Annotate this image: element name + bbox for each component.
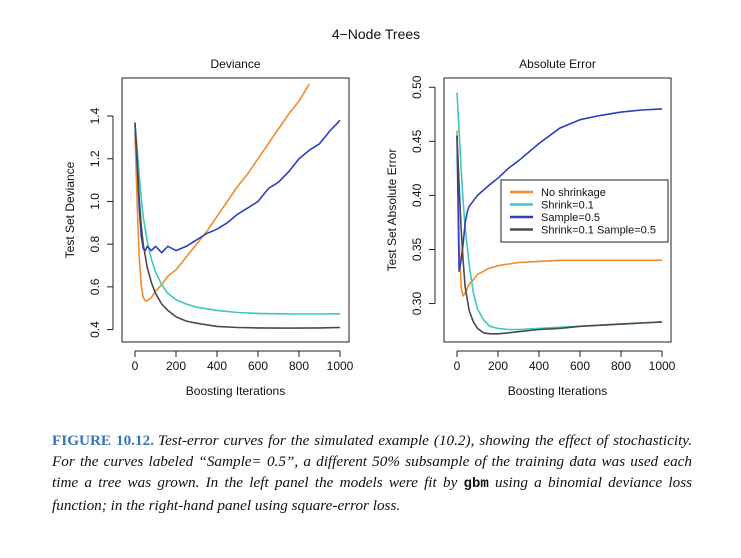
caption-label: FIGURE 10.12. xyxy=(52,432,155,449)
y-tick-label: 1.0 xyxy=(88,193,102,210)
series-line-no-shrinkage xyxy=(134,83,310,302)
x-tick-label: 400 xyxy=(529,359,549,373)
legend-label: Sample=0.5 xyxy=(541,212,600,224)
legend-label: Shrink=0.1 Sample=0.5 xyxy=(541,225,656,237)
y-tick-label: 0.40 xyxy=(410,183,424,207)
y-tick-label: 0.8 xyxy=(88,236,102,253)
series-group xyxy=(134,83,341,329)
y-tick-label: 0.35 xyxy=(410,237,424,261)
caption-code: gbm xyxy=(463,476,489,492)
x-tick-label: 800 xyxy=(289,359,309,373)
figure-caption: FIGURE 10.12. Test-error curves for the s… xyxy=(52,430,692,516)
series-line-shrink-0-1-sample-0-5 xyxy=(456,135,663,335)
y-tick-label: 0.6 xyxy=(88,278,102,295)
x-tick-label: 600 xyxy=(570,359,590,373)
y-axis: 0.4 0.6 0.8 1.0 1.2 1.4 Test Set Deviance xyxy=(63,107,114,338)
y-axis: 0.30 0.35 0.40 0.45 0.50 Test Set Absolute Er… xyxy=(385,75,436,316)
caption-text-2: using a binomial deviance loss function;… xyxy=(52,474,693,514)
x-tick-label: 800 xyxy=(611,359,631,373)
x-tick-label: 200 xyxy=(166,359,186,373)
x-tick-label: 200 xyxy=(488,359,508,373)
y-tick-label: 1.4 xyxy=(88,107,102,124)
y-axis-title: Test Set Deviance xyxy=(63,161,77,258)
y-tick-label: 1.2 xyxy=(88,150,102,167)
x-tick-label: 600 xyxy=(248,359,268,373)
caption-text-1: Test-error curves for the simulated exam… xyxy=(52,432,692,491)
plot-frame xyxy=(443,77,672,343)
panel-title: Absolute Error xyxy=(519,57,596,71)
figure: 4−Node Trees Deviance 0 200 400 600 800 1000 Bo… xyxy=(63,26,676,398)
y-tick-label: 0.45 xyxy=(410,129,424,153)
x-axis: 0 200 400 600 800 1000 Boosting Iterations xyxy=(132,350,354,398)
figure-title: 4−Node Trees xyxy=(332,26,420,42)
x-axis: 0 200 400 600 800 1000 Boosting Iterations xyxy=(454,350,676,398)
x-tick-label: 1000 xyxy=(327,359,354,373)
plot-frame xyxy=(121,77,350,343)
series-line-sample-0-5 xyxy=(456,108,663,272)
y-tick-label: 0.30 xyxy=(410,292,424,316)
x-axis-title: Boosting Iterations xyxy=(186,384,285,398)
x-tick-label: 0 xyxy=(132,359,139,373)
series-group xyxy=(456,92,663,335)
absolute-error-panel: Absolute Error 0 200 400 600 800 1000 Boosting … xyxy=(385,57,676,398)
x-tick-label: 1000 xyxy=(649,359,676,373)
y-axis-title: Test Set Absolute Error xyxy=(385,149,399,272)
y-tick-label: 0.4 xyxy=(88,321,102,338)
y-tick-label: 0.50 xyxy=(410,75,424,99)
series-line-shrink-0-1-sample-0-5 xyxy=(134,122,341,329)
legend: No shrinkageShrink=0.1Sample=0.5Shrink=0… xyxy=(500,179,669,243)
panel-title: Deviance xyxy=(210,57,260,71)
legend-box xyxy=(500,179,669,243)
x-axis-title: Boosting Iterations xyxy=(508,384,607,398)
legend-label: Shrink=0.1 xyxy=(541,200,594,212)
x-tick-label: 400 xyxy=(207,359,227,373)
deviance-panel: Deviance 0 200 400 600 800 1000 Boosting Iterat… xyxy=(63,57,354,398)
x-tick-label: 0 xyxy=(454,359,461,373)
series-line-no-shrinkage xyxy=(456,130,662,297)
series-line-shrink-0-1 xyxy=(134,124,341,315)
legend-label: No shrinkage xyxy=(541,187,606,199)
